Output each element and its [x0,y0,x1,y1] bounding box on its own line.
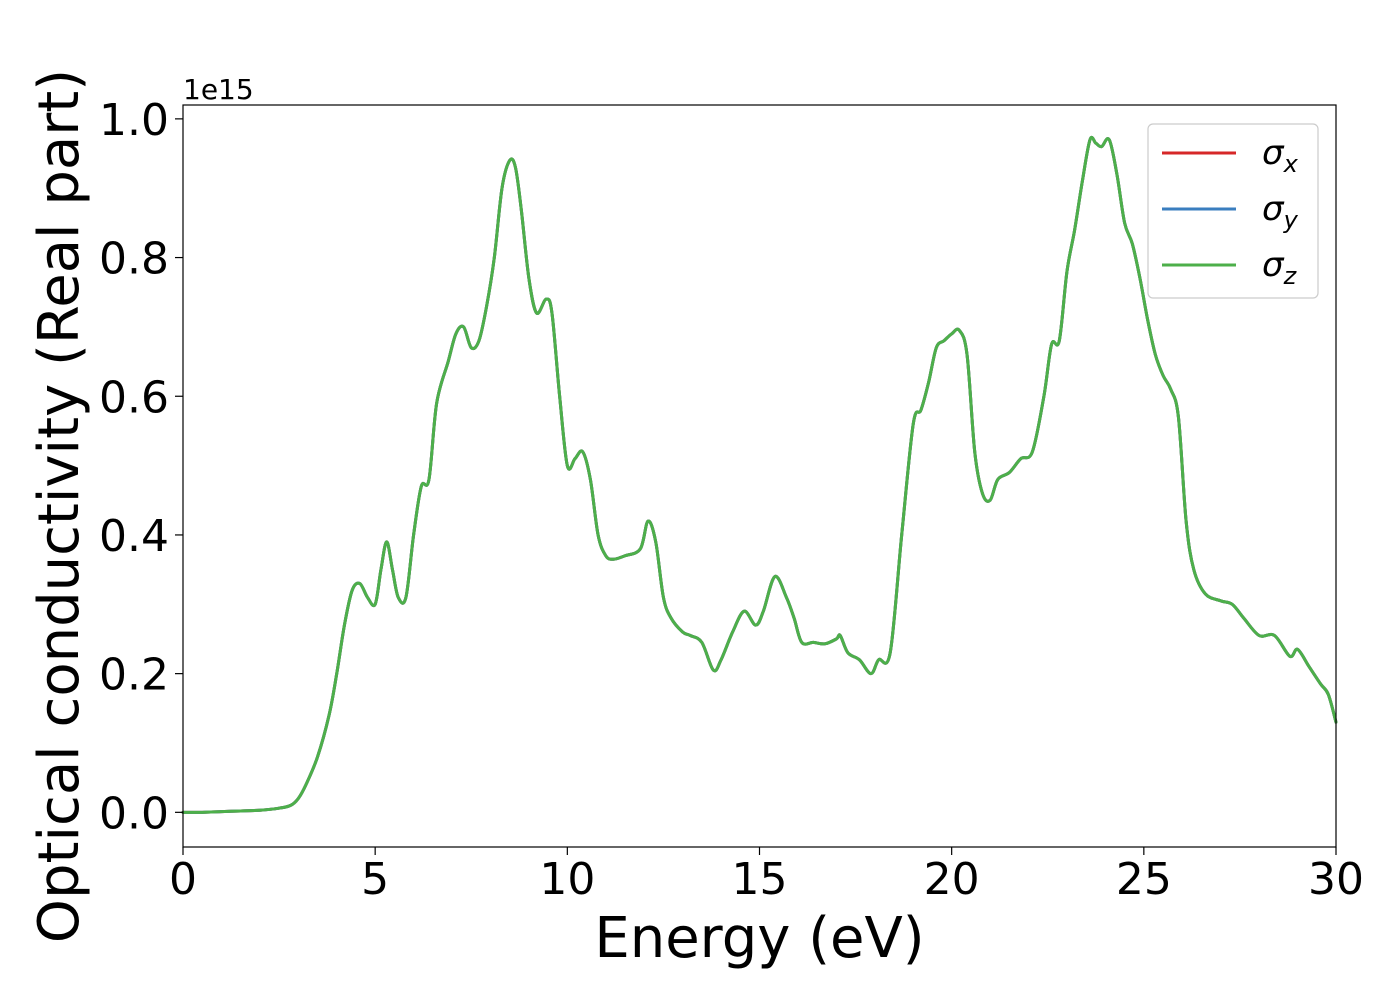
legend-box [1147,123,1319,299]
legend-label: σy [1262,189,1299,234]
legend-label: σz [1262,245,1298,290]
series-line-3 [181,135,1338,814]
legend-subscript: x [1283,150,1299,178]
ticks-layer: 0 5 10 15 20 25 30 0.0 0.2 0.4 0.6 0.8 1.0 [99,95,1364,905]
y-tick-label: 0.8 [99,234,169,285]
legend-symbol: σ [1262,133,1285,173]
y-tick-label: 0.0 [99,788,169,839]
legend-label: σx [1262,133,1299,178]
x-tick-label: 15 [732,854,788,905]
x-tick-label: 0 [169,854,197,905]
legend-symbol: σ [1262,245,1285,285]
x-axis-title: Energy (eV) [594,906,924,971]
x-tick-label: 25 [1116,854,1172,905]
x-tick-label: 20 [924,854,980,905]
y-tick-label: 1.0 [99,95,169,146]
x-tick-label: 30 [1308,854,1364,905]
x-tick-label: 5 [361,854,389,905]
series-layer [181,135,1338,814]
legend-subscript: z [1283,262,1298,290]
x-tick-label: 10 [539,854,595,905]
legend-subscript: y [1283,206,1299,234]
y-axis-title: Optical conductivity (Real part) [27,69,92,943]
y-tick-label: 0.6 [99,372,169,423]
y-axis-offset-label: 1e15 [183,73,254,106]
y-tick-label: 0.4 [99,511,169,562]
legend-symbol: σ [1262,189,1285,229]
y-tick-label: 0.2 [99,650,169,701]
